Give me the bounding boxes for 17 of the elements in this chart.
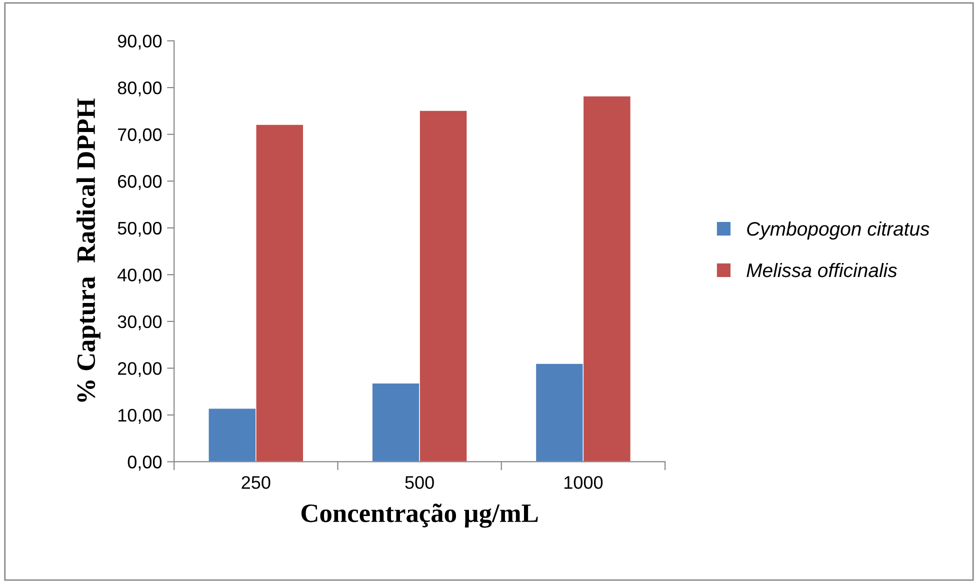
y-tick-label: 60,00: [118, 175, 162, 190]
x-tick-label: 1000: [564, 476, 603, 489]
legend-label: Melissa officinalis: [746, 262, 897, 278]
y-tick-label: 50,00: [118, 222, 162, 237]
y-tick-label: 20,00: [118, 362, 162, 378]
y-tick-label: 80,00: [118, 82, 162, 96]
legend-label: Cymbopogon citratus: [747, 221, 930, 240]
y-tick-label: 90,00: [118, 34, 162, 50]
y-tick-label: 30,00: [118, 315, 162, 330]
x-axis-title: Concentração µg/mL: [301, 504, 538, 528]
x-tick-label: 500: [405, 476, 434, 489]
y-tick-label: 0,00: [128, 456, 162, 471]
y-axis-title: % Captura Radical DPPH: [76, 98, 100, 402]
x-tick-label: 250: [242, 476, 270, 489]
y-tick-label: 70,00: [118, 128, 162, 144]
y-tick-label: 10,00: [118, 408, 162, 424]
y-tick-label: 40,00: [118, 268, 162, 284]
